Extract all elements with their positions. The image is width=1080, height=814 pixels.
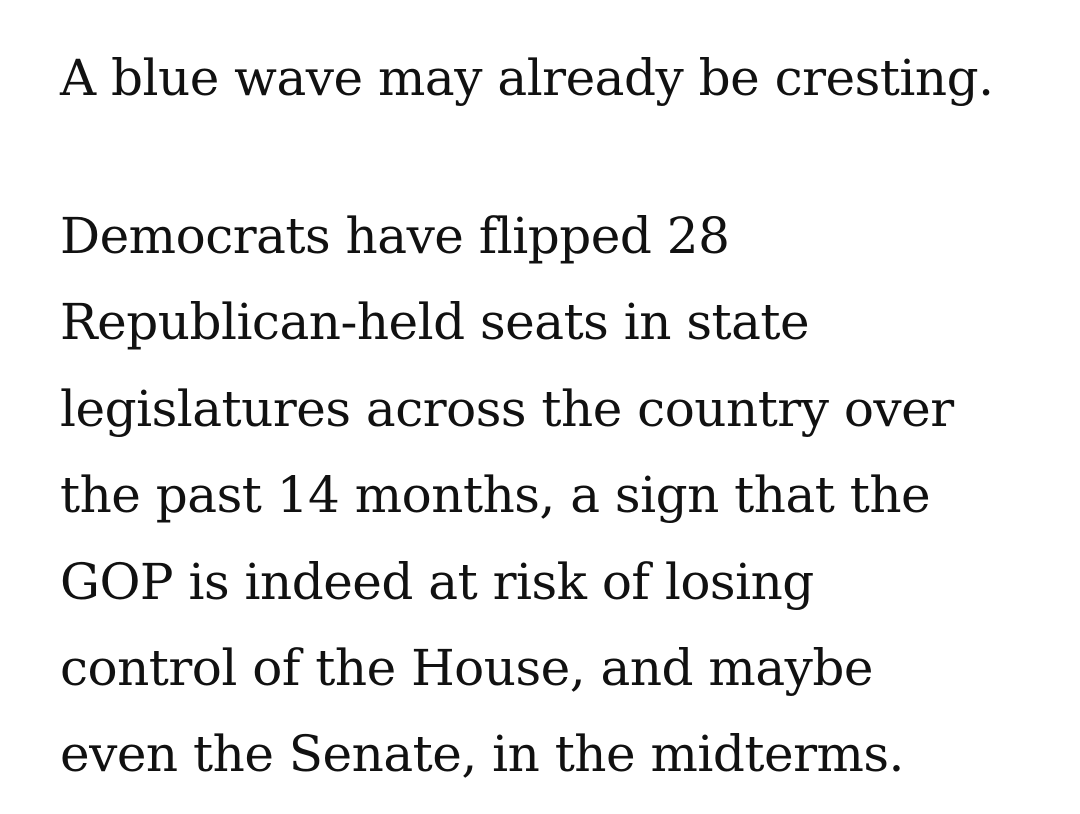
paragraph-line: the past 14 months, a sign that the [60, 466, 931, 525]
paragraph-line: GOP is indeed at risk of losing [60, 552, 814, 611]
paragraph-line: Democrats have flipped 28 [60, 207, 730, 265]
paragraph-line: even the Senate, in the midterms. [60, 725, 904, 784]
headline: A blue wave may already be cresting. [60, 49, 994, 107]
paragraph: Democrats have flipped 28 Republican-hel… [60, 193, 954, 798]
paragraph-line: legislatures across the country over [60, 379, 954, 438]
paragraph-line: control of the House, and maybe [60, 639, 873, 698]
paragraph-line: Republican-held seats in state [60, 293, 810, 352]
